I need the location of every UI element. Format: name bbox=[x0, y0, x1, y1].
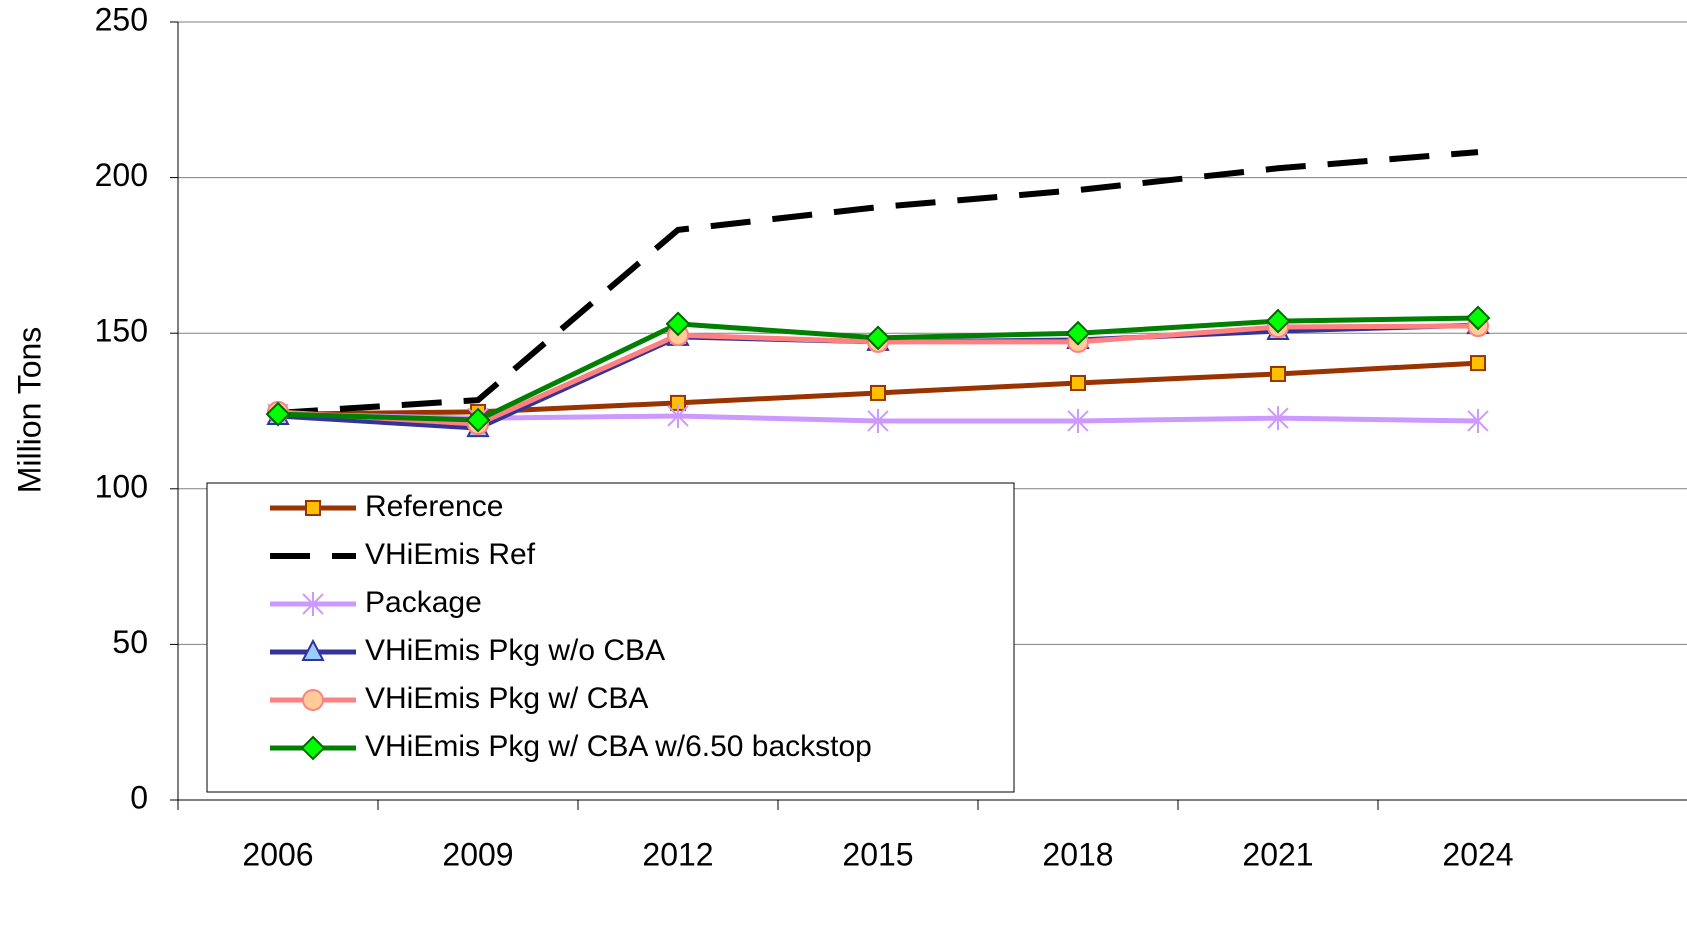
x-tick-label: 2021 bbox=[1242, 836, 1313, 872]
x-tick-label: 2018 bbox=[1042, 836, 1113, 872]
marker bbox=[1270, 365, 1286, 382]
marker bbox=[1067, 408, 1089, 433]
y-tick-label: 150 bbox=[95, 313, 148, 349]
x-tick-label: 2024 bbox=[1442, 836, 1513, 872]
x-tick-label: 2015 bbox=[842, 836, 913, 872]
legend-label: VHiEmis Pkg w/ CBA w/6.50 backstop bbox=[365, 730, 872, 763]
marker bbox=[302, 592, 324, 616]
x-tick-label: 2006 bbox=[242, 836, 313, 872]
y-tick-label: 250 bbox=[95, 1, 148, 37]
marker bbox=[865, 325, 891, 351]
legend: Reference VHiEmis Ref Package VHiEmis Pkg w… bbox=[206, 482, 1015, 793]
legend-label: VHiEmis Pkg w/o CBA bbox=[365, 634, 665, 667]
marker bbox=[265, 401, 291, 427]
marker bbox=[305, 500, 321, 516]
marker bbox=[665, 311, 691, 337]
y-tick-label: 200 bbox=[95, 157, 148, 193]
marker bbox=[300, 735, 326, 761]
x-tick-label: 2009 bbox=[442, 836, 513, 872]
marker bbox=[1265, 308, 1291, 334]
marker bbox=[1267, 406, 1289, 431]
marker bbox=[870, 384, 886, 401]
legend-label: VHiEmis Pkg w/ CBA bbox=[365, 682, 648, 715]
y-axis-label: Million Tons bbox=[11, 327, 47, 494]
marker bbox=[302, 689, 324, 711]
marker bbox=[667, 403, 689, 428]
marker bbox=[1070, 374, 1086, 391]
y-tick-label: 50 bbox=[112, 624, 148, 660]
y-tick-label: 100 bbox=[95, 468, 148, 504]
legend-label: Reference bbox=[365, 490, 503, 523]
legend-label: VHiEmis Ref bbox=[365, 538, 536, 571]
legend-box bbox=[206, 482, 1015, 793]
x-tick-label: 2012 bbox=[642, 836, 713, 872]
marker bbox=[1065, 320, 1091, 346]
marker bbox=[1467, 408, 1489, 433]
marker bbox=[301, 638, 325, 661]
marker bbox=[1465, 305, 1491, 331]
legend-label: Package bbox=[365, 586, 482, 619]
series-line bbox=[277, 149, 1479, 416]
marker bbox=[867, 408, 889, 433]
marker bbox=[1470, 355, 1486, 372]
marker bbox=[465, 407, 491, 433]
y-tick-label: 0 bbox=[130, 779, 148, 815]
